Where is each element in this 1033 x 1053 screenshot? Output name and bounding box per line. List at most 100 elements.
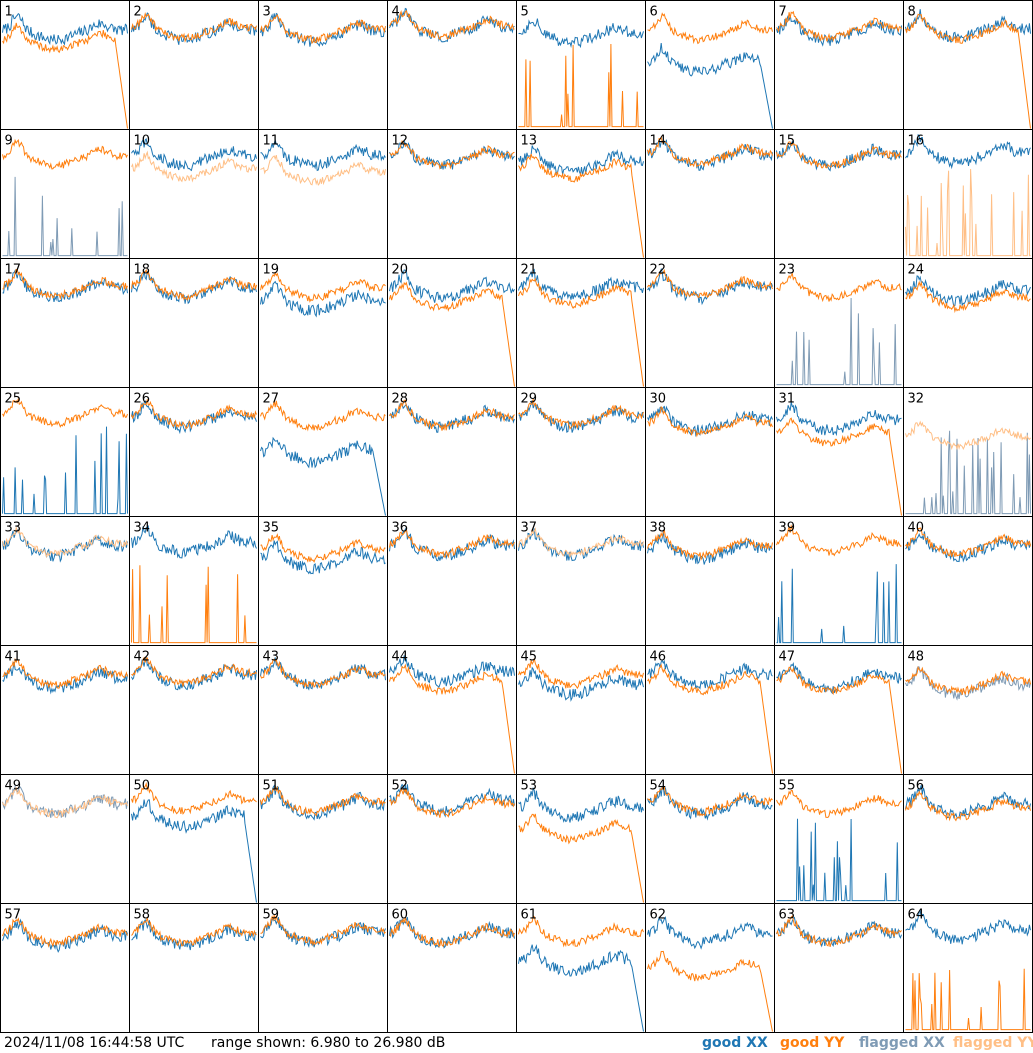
panel-15: 15	[774, 129, 904, 259]
panel-label-9: 9	[5, 134, 13, 149]
series-yy-39	[776, 524, 902, 557]
series-xx-14	[647, 138, 773, 171]
panel-label-37: 37	[521, 521, 538, 536]
panel-label-18: 18	[134, 263, 151, 278]
panel-label-29: 29	[521, 392, 538, 407]
panel-37: 37	[516, 516, 646, 646]
panel-label-21: 21	[521, 263, 538, 278]
panel-28: 28	[387, 387, 517, 517]
legend-flagged-yy: flagged YY	[953, 1035, 1033, 1051]
panel-label-47: 47	[779, 650, 796, 665]
series-xx-3	[260, 12, 386, 48]
panel-frame	[387, 0, 517, 130]
panel-label-50: 50	[134, 779, 151, 794]
panel-label-30: 30	[650, 392, 667, 407]
panel-frame	[903, 645, 1033, 775]
panel-22: 22	[645, 258, 775, 388]
panel-label-44: 44	[392, 650, 409, 665]
series-yy-7	[776, 10, 902, 42]
panel-label-28: 28	[392, 392, 409, 407]
panel-27: 27	[258, 387, 388, 517]
series-yy-62	[647, 950, 773, 1032]
panel-30: 30	[645, 387, 775, 517]
series-xx-24	[905, 275, 1031, 308]
panel-label-42: 42	[134, 650, 151, 665]
panel-frame	[774, 129, 904, 259]
panel-label-26: 26	[134, 392, 151, 407]
series-xx-5	[518, 18, 644, 49]
panel-label-57: 57	[5, 908, 22, 923]
series-yy-5	[518, 43, 644, 128]
series-xx-28	[389, 402, 515, 433]
panel-frame	[387, 129, 517, 259]
panel-44: 44	[387, 645, 517, 775]
panel-25: 25	[0, 387, 130, 517]
panel-label-55: 55	[779, 779, 796, 794]
panel-14: 14	[645, 129, 775, 259]
panel-label-20: 20	[392, 263, 409, 278]
series-xx-11	[260, 138, 386, 172]
series-xx-64	[905, 909, 1031, 945]
series-yy-61	[518, 914, 644, 948]
panel-56: 56	[903, 774, 1033, 904]
series-yy-23	[776, 272, 902, 303]
series-yy-9	[2, 138, 128, 170]
panel-label-51: 51	[263, 779, 280, 794]
legend-flagged-xx: flagged XX	[859, 1035, 945, 1051]
series-xx-46	[647, 659, 773, 690]
series-yy-26	[131, 399, 257, 430]
series-yy-40	[905, 527, 1031, 558]
panel-51: 51	[258, 774, 388, 904]
panel-19: 19	[258, 258, 388, 388]
panel-frame	[903, 258, 1033, 388]
panel-frame	[516, 774, 646, 904]
series-yy-38	[647, 528, 773, 561]
series-xx-6	[647, 43, 773, 129]
panel-47: 47	[774, 645, 904, 775]
series-yy-53	[518, 813, 644, 903]
series-yy-52	[389, 788, 515, 818]
series-xx-45	[518, 666, 644, 702]
panel-6: 6	[645, 0, 775, 130]
panel-3: 3	[258, 0, 388, 130]
panel-label-43: 43	[263, 650, 280, 665]
series-yy-58	[131, 916, 257, 947]
panel-18: 18	[129, 258, 259, 388]
series-xx-8	[905, 9, 1031, 43]
panel-61: 61	[516, 903, 646, 1033]
panel-label-11: 11	[263, 134, 280, 149]
panel-label-16: 16	[908, 134, 925, 149]
series-yy-51	[260, 785, 386, 817]
series-yy-10	[131, 150, 257, 183]
panel-label-52: 52	[392, 779, 409, 794]
series-yy-13	[518, 153, 644, 258]
panel-frame	[645, 903, 775, 1033]
series-xx-44	[389, 655, 515, 689]
panel-label-56: 56	[908, 779, 925, 794]
panel-label-27: 27	[263, 392, 280, 407]
panel-frame	[258, 258, 388, 388]
series-xx-7	[776, 14, 902, 47]
panel-10: 10	[129, 129, 259, 259]
panel-label-2: 2	[134, 5, 142, 20]
panel-label-39: 39	[779, 521, 796, 536]
legend-good-xx: good XX	[702, 1035, 768, 1051]
panel-label-46: 46	[650, 650, 667, 665]
series-xx-23	[776, 297, 902, 386]
series-yy-48	[905, 665, 1031, 696]
panel-frame	[516, 258, 646, 388]
series-yy-33	[2, 527, 128, 559]
series-xx-48	[905, 666, 1031, 701]
series-yy-2	[131, 12, 257, 43]
series-yy-18	[131, 268, 257, 301]
series-yy-34	[131, 565, 257, 644]
series-yy-50	[131, 782, 257, 815]
panel-frame	[0, 129, 130, 259]
series-xx-55	[776, 818, 902, 902]
panel-frame	[129, 0, 259, 130]
series-yy-45	[518, 658, 644, 690]
panel-label-41: 41	[5, 650, 22, 665]
series-yy-17	[2, 268, 128, 300]
series-xx-56	[905, 785, 1031, 819]
series-yy-3	[260, 14, 386, 45]
